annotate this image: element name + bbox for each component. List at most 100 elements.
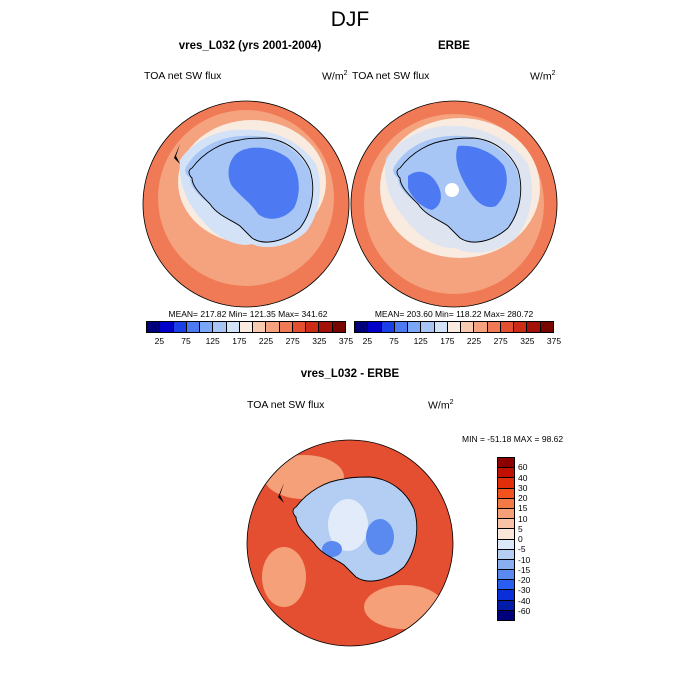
diff-colorbar-box (498, 529, 514, 540)
right-colorbar-tick: 375 (546, 336, 562, 346)
left-colorbar-box (292, 322, 307, 332)
right-units: W/m2 (530, 70, 556, 83)
right-colorbar-box (514, 322, 528, 332)
left-colorbar-tick: 125 (205, 336, 220, 346)
diff-colorbar-box (498, 559, 514, 571)
main-title: DJF (330, 8, 370, 31)
right-colorbar (354, 321, 554, 333)
diff-panel-title: vres_L032 - ERBE (300, 368, 400, 380)
diff-colorbar-tick: 10 (518, 513, 528, 524)
left-polar-map (142, 100, 350, 308)
left-colorbar-box (213, 322, 227, 332)
right-colorbar-tick: 175 (440, 336, 455, 346)
right-colorbar-box (394, 322, 409, 332)
diff-colorbar (497, 457, 515, 621)
diff-colorbar-tick: -40 (518, 595, 531, 606)
left-colorbar-tick: 375 (338, 336, 354, 346)
left-peninsula (174, 144, 180, 164)
diff-colorbar-ticks: 60 40 30 20 15 10 5 0 -5 -10 -15 -20 -30 -40 -60 (518, 457, 548, 621)
right-colorbar-box (461, 322, 475, 332)
right-east-ice (456, 145, 507, 208)
right-colorbar-tick: 25 (362, 336, 373, 346)
right-panel-title: ERBE (438, 40, 470, 52)
diff-colorbar-tick: 15 (518, 503, 528, 514)
diff-units: W/m2 (428, 399, 454, 412)
right-coastline (396, 137, 522, 243)
left-colorbar-box (186, 322, 201, 332)
diff-stats: MIN = -51.18 MAX = 98.62 (462, 434, 564, 444)
right-colorbar-box (500, 322, 515, 332)
left-colorbar-box (226, 322, 240, 332)
left-colorbar-tick: 225 (258, 336, 274, 346)
left-field-label: TOA net SW flux (144, 70, 222, 82)
diff-map-border (246, 439, 454, 647)
left-colorbar-box (173, 322, 187, 332)
diff-peninsula (278, 483, 284, 503)
right-colorbar-box (368, 322, 382, 332)
diff-ocean-light-2 (364, 585, 444, 629)
right-colorbar-box (434, 322, 448, 332)
left-colorbar-box (239, 322, 254, 332)
left-colorbar-box (160, 322, 174, 332)
right-colorbar-tick: 75 (389, 336, 399, 346)
diff-coastline (292, 476, 418, 582)
right-colorbar-tick: 125 (413, 336, 428, 346)
diff-colorbar-tick: -60 (518, 605, 531, 616)
left-colorbar-box (279, 322, 293, 332)
diff-colorbar-tick: 30 (518, 482, 528, 493)
diff-colorbar-box (498, 600, 514, 611)
left-colorbar-box (266, 322, 280, 332)
right-colorbar-ticks: 25 75 125 175 225 275 325 375 (354, 336, 562, 348)
right-west-ice (408, 171, 441, 210)
diff-colorbar-box (498, 468, 514, 479)
left-plateau (228, 147, 299, 219)
right-colorbar-box (408, 322, 422, 332)
left-colorbar-tick: 175 (232, 336, 247, 346)
right-colorbar-tick: 225 (466, 336, 482, 346)
diff-colorbar-tick: 0 (518, 534, 523, 544)
diff-colorbar-box (498, 508, 514, 520)
left-colorbar (146, 321, 346, 333)
left-colorbar-box (319, 322, 333, 332)
left-colorbar-box (253, 322, 267, 332)
diff-ice-dark-1 (366, 519, 394, 555)
left-colorbar-tick: 75 (181, 336, 191, 346)
diff-colorbar-box (498, 539, 514, 550)
right-colorbar-box (355, 322, 369, 332)
diff-colorbar-box (498, 580, 514, 591)
left-panel-title: vres_L032 (yrs 2001-2004) (178, 40, 322, 52)
left-colorbar-tick: 325 (312, 336, 327, 346)
diff-neutral-zone (328, 499, 368, 551)
diff-colorbar-tick: -5 (518, 544, 526, 555)
diff-colorbar-box (498, 570, 514, 581)
right-colorbar-box (487, 322, 501, 332)
diff-colorbar-tick: -15 (518, 564, 531, 575)
diff-colorbar-box (498, 498, 514, 509)
left-coastline (188, 137, 314, 243)
left-colorbar-tick: 275 (285, 336, 300, 346)
left-colorbar-tick: 25 (154, 336, 165, 346)
diff-colorbar-tick: -30 (518, 585, 531, 596)
right-pole-hole (445, 183, 459, 197)
right-colorbar-box (421, 322, 435, 332)
left-colorbar-box (306, 322, 320, 332)
diff-ice-dark-2 (322, 541, 342, 557)
diff-colorbar-box (498, 549, 514, 560)
right-map-border (350, 100, 558, 308)
right-field-label: TOA net SW flux (352, 70, 430, 82)
diff-colorbar-tick: 40 (518, 472, 528, 483)
right-colorbar-tick: 325 (520, 336, 535, 346)
left-colorbar-box (332, 322, 345, 332)
diff-colorbar-box (498, 610, 514, 620)
right-polar-map (350, 100, 558, 308)
right-colorbar-tick: 275 (493, 336, 508, 346)
left-map-border (142, 100, 350, 308)
right-colorbar-box (447, 322, 462, 332)
diff-colorbar-tick: -10 (518, 554, 531, 565)
diff-colorbar-box (498, 478, 514, 489)
diff-colorbar-box (498, 590, 514, 601)
left-colorbar-ticks: 25 75 125 175 225 275 325 375 (146, 336, 354, 348)
right-stats: MEAN= 203.60 Min= 118.22 Max= 280.72 (374, 309, 534, 319)
diff-colorbar-tick: -20 (518, 575, 531, 585)
diff-colorbar-box (498, 488, 514, 499)
